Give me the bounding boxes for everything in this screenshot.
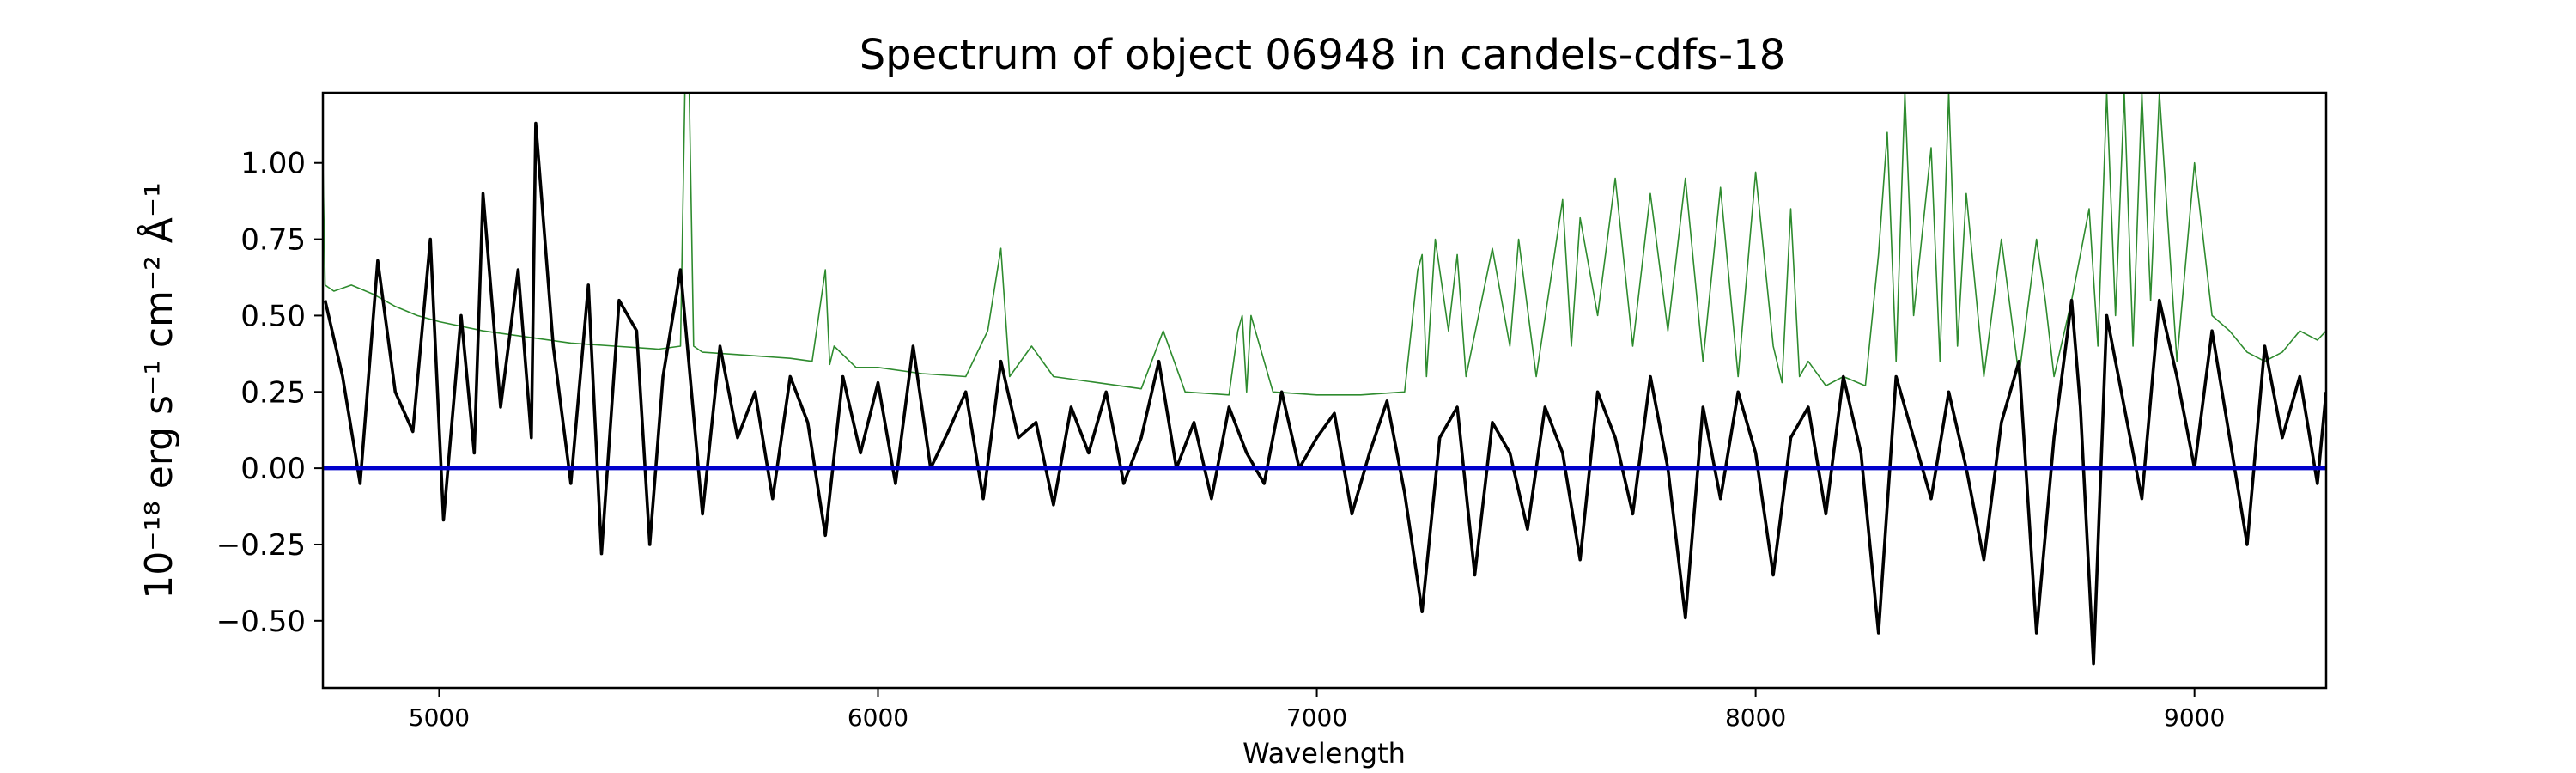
x-axis: 5000 6000 7000 8000 9000	[409, 688, 2225, 732]
x-tick-label: 6000	[848, 703, 908, 732]
y-tick-label: −0.25	[216, 528, 306, 563]
y-tick-label: −0.50	[216, 605, 306, 639]
y-tick-label: 0.00	[240, 452, 306, 486]
y-tick-label: 0.75	[240, 223, 306, 258]
y-tick-label: 1.00	[240, 147, 306, 181]
y-axis: 1.00 0.75 0.50 0.25 0.00 −0.25 −0.50	[216, 147, 323, 639]
chart-title: Spectrum of object 06948 in candels-cdfs…	[860, 31, 1786, 79]
x-axis-label: Wavelength	[1242, 737, 1406, 770]
y-axis-label: 10⁻¹⁸ erg s⁻¹ cm⁻² Å⁻¹	[136, 182, 181, 599]
y-tick-label: 0.25	[240, 375, 306, 410]
plot-frame	[321, 91, 2328, 690]
series-layer	[323, 93, 2326, 666]
x-tick-label: 7000	[1286, 703, 1347, 732]
x-tick-label: 9000	[2164, 703, 2225, 732]
x-tick-label: 8000	[1725, 703, 1786, 732]
y-tick-label: 0.50	[240, 299, 306, 333]
series-flux-line	[323, 121, 2326, 666]
x-tick-label: 5000	[409, 703, 470, 732]
series-error-line	[323, 93, 2326, 396]
